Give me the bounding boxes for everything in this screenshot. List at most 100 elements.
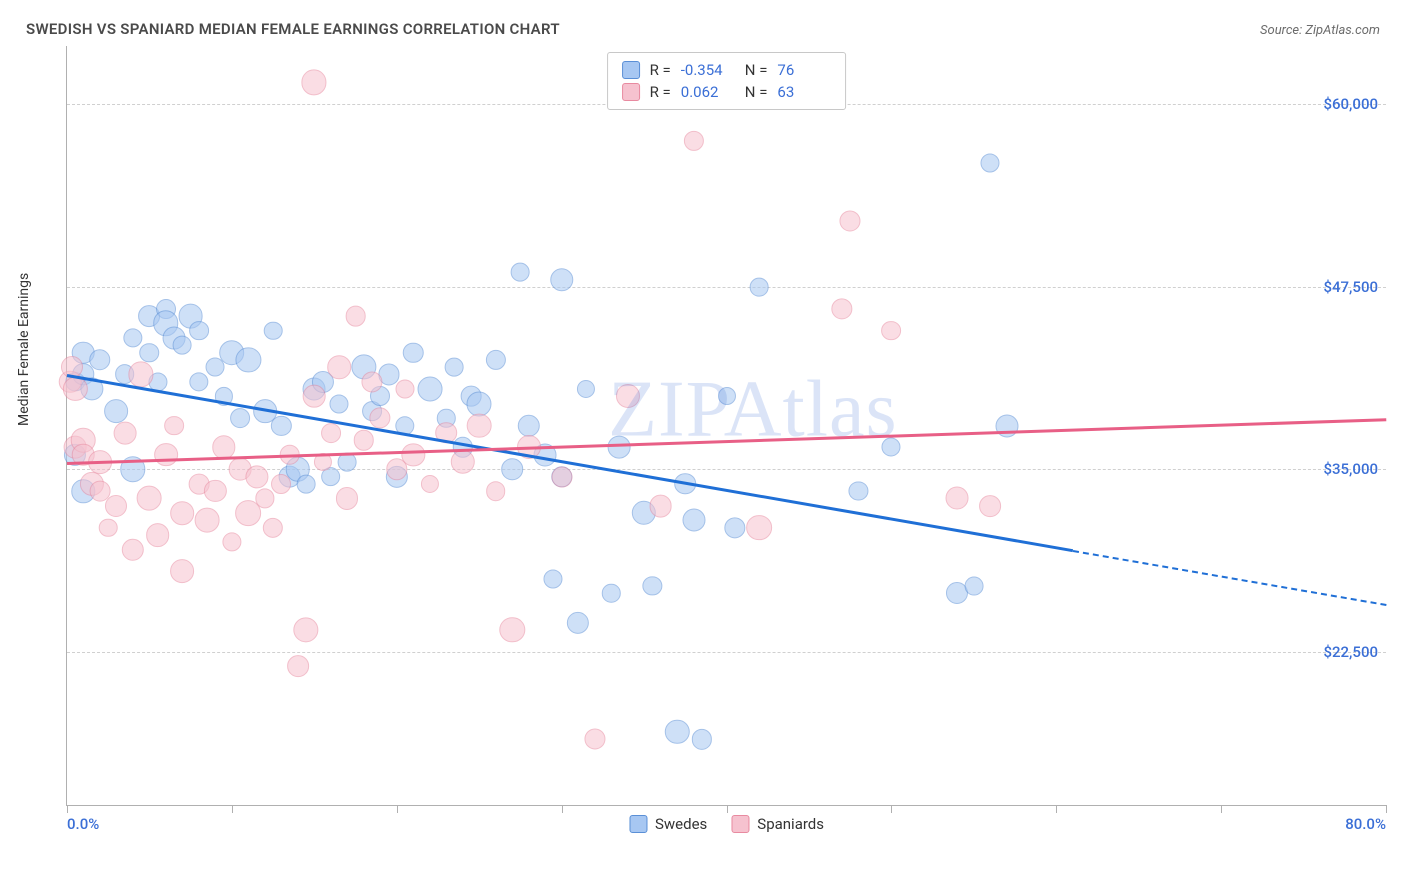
- data-point: [717, 387, 735, 405]
- data-point: [230, 408, 250, 428]
- data-point: [511, 263, 530, 282]
- x-tick: [1386, 805, 1387, 813]
- data-point: [402, 443, 425, 466]
- data-point: [849, 482, 868, 501]
- data-point: [189, 321, 209, 341]
- stats-row: R =0.062N =63: [622, 81, 832, 103]
- data-point: [222, 533, 241, 552]
- stats-row: R = -0.354 N = 76: [622, 59, 832, 81]
- data-point: [171, 560, 195, 584]
- data-point: [264, 321, 283, 340]
- gridline: [67, 652, 1386, 653]
- x-tick: [232, 805, 233, 813]
- data-point: [105, 399, 129, 423]
- data-point: [417, 377, 442, 402]
- gridline: [67, 287, 1386, 288]
- legend: Swedes Spaniards: [629, 815, 824, 833]
- n-label: N =: [745, 61, 768, 79]
- data-point: [643, 576, 662, 595]
- data-point: [140, 343, 160, 363]
- data-point: [551, 466, 572, 487]
- y-tick-label: $47,500: [1323, 278, 1378, 296]
- data-point: [122, 538, 144, 560]
- source-label: Source: ZipAtlas.com: [1260, 23, 1380, 38]
- y-tick-label: $22,500: [1323, 643, 1378, 661]
- data-point: [665, 720, 689, 744]
- data-point: [99, 518, 118, 537]
- data-point: [395, 380, 414, 399]
- x-tick: [727, 805, 728, 813]
- data-point: [445, 358, 464, 377]
- data-point: [602, 584, 620, 602]
- data-point: [146, 523, 170, 547]
- data-point: [263, 517, 283, 537]
- data-point: [271, 415, 291, 435]
- data-point: [321, 423, 341, 443]
- series-swatch: [622, 83, 640, 101]
- header-row: SWEDISH VS SPANIARD MEDIAN FEMALE EARNIN…: [20, 20, 1386, 46]
- r-value: -0.354: [681, 61, 735, 79]
- data-point: [724, 517, 745, 538]
- legend-label: Spaniards: [757, 815, 824, 833]
- data-point: [831, 298, 852, 319]
- data-point: [370, 408, 391, 429]
- data-point: [204, 480, 226, 502]
- x-end-label: 80.0%: [1345, 815, 1386, 833]
- x-tick: [891, 805, 892, 813]
- data-point: [486, 481, 506, 501]
- y-tick-label: $60,000: [1323, 95, 1378, 113]
- x-tick: [397, 805, 398, 813]
- data-point: [113, 421, 136, 444]
- data-point: [336, 487, 358, 509]
- data-point: [89, 349, 110, 370]
- data-point: [173, 336, 192, 355]
- data-point: [354, 430, 375, 451]
- data-point: [649, 494, 672, 517]
- series-swatch: [622, 61, 640, 79]
- regression-line: [1073, 550, 1387, 606]
- r-label: R =: [650, 61, 671, 79]
- data-point: [946, 487, 969, 510]
- data-point: [287, 655, 309, 677]
- x-tick: [67, 805, 68, 813]
- data-point: [577, 380, 595, 398]
- data-point: [840, 211, 861, 232]
- r-label: R =: [650, 83, 671, 101]
- n-value: 63: [777, 83, 831, 101]
- data-point: [245, 465, 268, 488]
- data-point: [567, 611, 589, 633]
- data-point: [608, 436, 631, 459]
- data-point: [616, 384, 640, 408]
- legend-item: Spaniards: [731, 815, 824, 833]
- data-point: [979, 495, 1001, 517]
- x-tick: [562, 805, 563, 813]
- legend-item: Swedes: [629, 815, 707, 833]
- data-point: [882, 438, 901, 457]
- data-point: [499, 617, 524, 642]
- data-point: [154, 443, 178, 467]
- data-point: [303, 385, 326, 408]
- plot-area: ZIPAtlas $22,500$35,000$47,500$60,0000.0…: [66, 46, 1386, 806]
- n-value: 76: [777, 61, 831, 79]
- n-label: N =: [745, 83, 768, 101]
- data-point: [171, 501, 195, 525]
- data-point: [195, 508, 220, 533]
- data-point: [501, 458, 523, 480]
- data-point: [881, 321, 901, 341]
- data-point: [105, 495, 127, 517]
- data-point: [517, 414, 539, 436]
- data-point: [302, 70, 327, 95]
- chart-container: SWEDISH VS SPANIARD MEDIAN FEMALE EARNIN…: [20, 20, 1386, 806]
- data-point: [692, 729, 712, 749]
- data-point: [297, 474, 316, 493]
- data-point: [750, 277, 769, 296]
- data-point: [330, 394, 349, 413]
- x-tick: [1056, 805, 1057, 813]
- data-point: [345, 306, 366, 327]
- data-point: [271, 474, 291, 494]
- data-point: [327, 355, 351, 379]
- data-point: [361, 371, 382, 392]
- data-point: [467, 413, 492, 438]
- data-point: [450, 450, 474, 474]
- legend-swatch: [629, 815, 647, 833]
